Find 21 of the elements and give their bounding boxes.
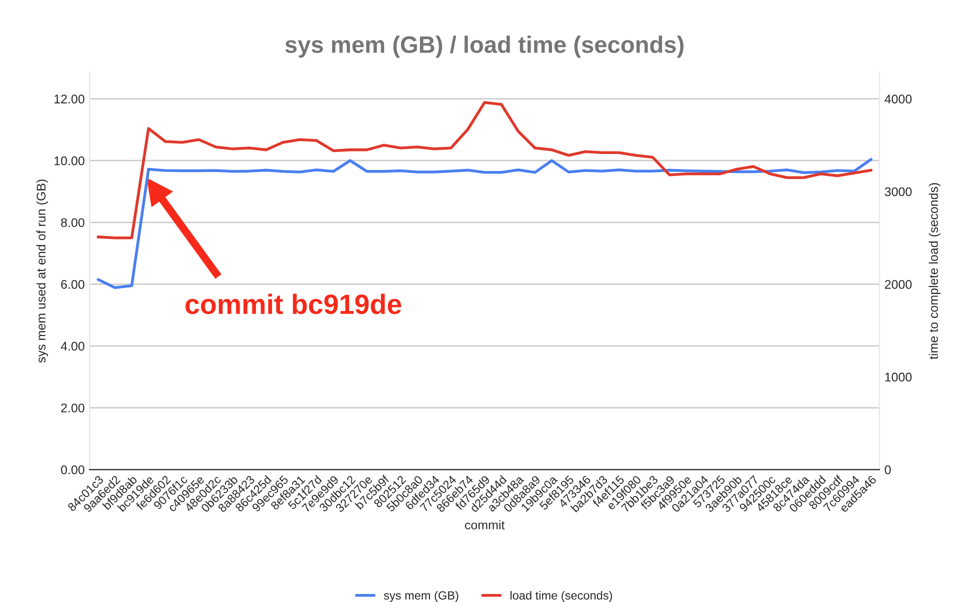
y2-tick-label: 2000 <box>884 280 912 289</box>
y2-tick-label: 0 <box>884 465 891 474</box>
y-tick-label: 4.00 <box>60 342 84 351</box>
y-tick-label: 0.00 <box>61 465 84 474</box>
y2-axis-title: time to complete load (seconds) <box>928 183 940 360</box>
y2-tick-label: 3000 <box>884 187 912 196</box>
y-axis-title: sys mem used at end of run (GB) <box>36 180 48 363</box>
chart-title: sys mem (GB) / load time (seconds) <box>285 36 684 58</box>
line-series <box>96 101 872 240</box>
y-tick-label: 8.00 <box>61 218 84 228</box>
annotation: commit bc919de <box>186 294 402 314</box>
y-tick-label: 10.00 <box>54 156 84 166</box>
legend-label: sys mem (GB) <box>384 590 458 602</box>
y-tick-label: 12.00 <box>54 94 84 104</box>
y-tick-label: 2.00 <box>61 404 84 412</box>
y2-tick-label: 1000 <box>885 372 912 382</box>
x-axis-title: commit <box>464 520 505 530</box>
y2-tick-label: 4000 <box>884 94 912 104</box>
line-series <box>96 158 872 289</box>
y-tick-label: 6.00 <box>61 280 84 289</box>
legend-label: load time (seconds) <box>510 590 612 602</box>
